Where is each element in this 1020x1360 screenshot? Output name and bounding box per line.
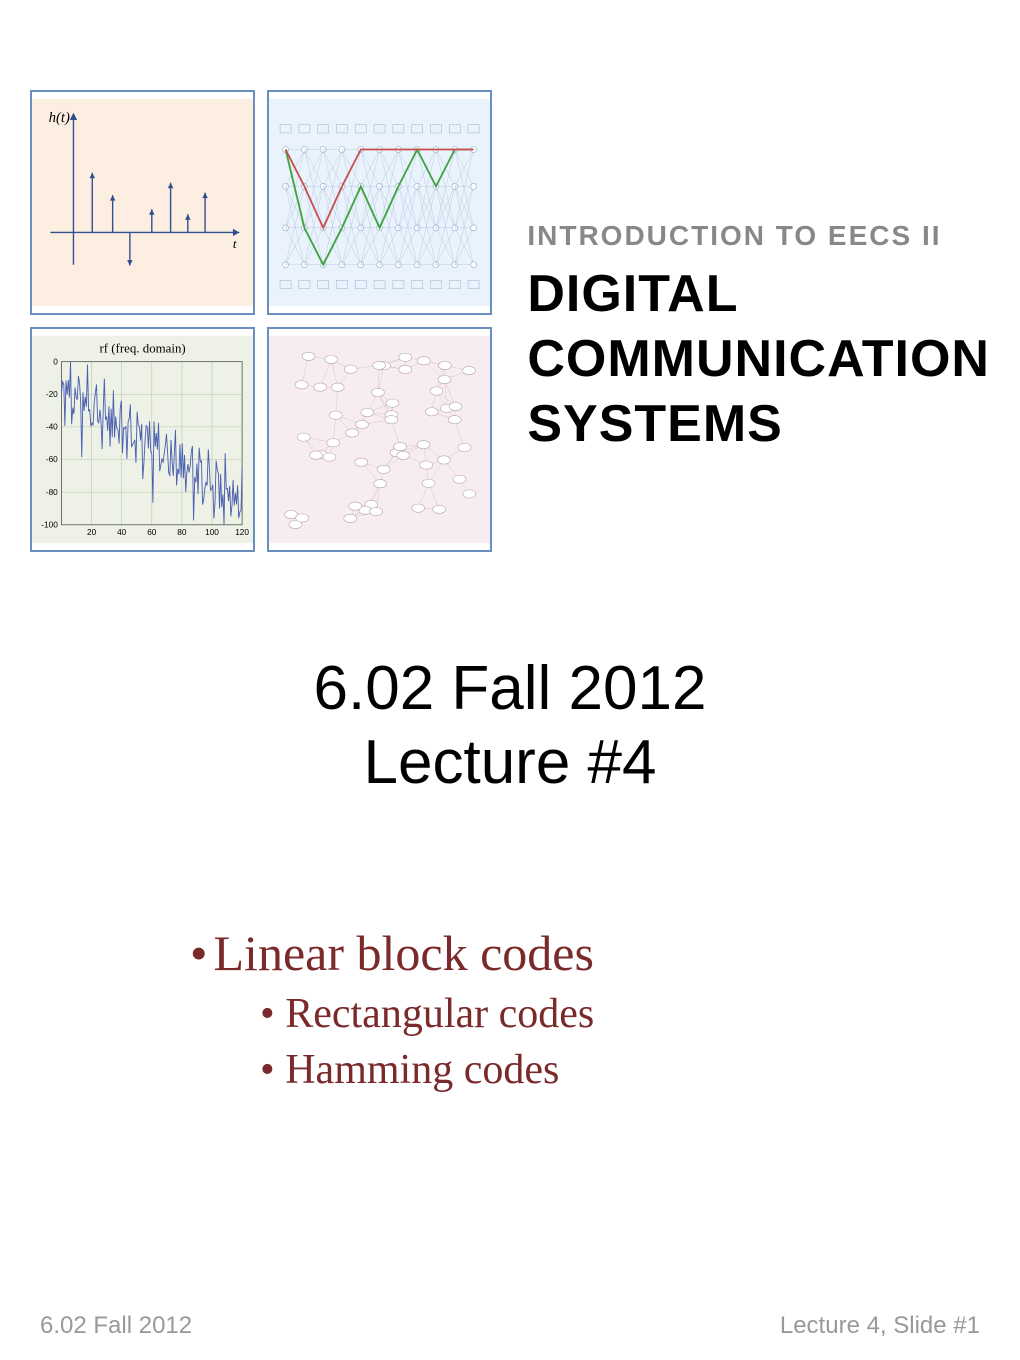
svg-text:120: 120: [235, 527, 249, 537]
svg-text:-40: -40: [46, 422, 58, 432]
thumb-impulse-response: h(t) t: [30, 90, 255, 315]
title-line-3: SYSTEMS: [527, 392, 990, 457]
title-line-1: DIGITAL: [527, 262, 990, 327]
network-plot: [269, 329, 490, 550]
svg-text:-20: -20: [46, 389, 58, 399]
thumb-freq-domain: rf (freq. domain) -100 -80 -60 -40 -20 0 20 40…: [30, 327, 255, 552]
svg-text:-100: -100: [41, 520, 58, 530]
ylabel: h(t): [49, 110, 70, 126]
svg-text:0: 0: [53, 356, 58, 366]
bullet-sub-2: Hamming codes: [260, 1042, 1020, 1099]
impulse-plot: h(t) t: [32, 92, 253, 313]
footer: 6.02 Fall 2012 Lecture 4, Slide #1: [0, 1312, 1020, 1340]
trellis-plot: [269, 92, 490, 313]
xlabel: t: [233, 237, 237, 251]
thumbnail-grid: h(t) t rf (freq. domain) -: [30, 90, 492, 552]
main-title: DIGITAL COMMUNICATION SYSTEMS: [527, 262, 990, 457]
svg-text:80: 80: [177, 527, 187, 537]
plot-title: rf (freq. domain): [99, 341, 185, 355]
footer-left: 6.02 Fall 2012: [40, 1312, 192, 1340]
svg-text:40: 40: [117, 527, 127, 537]
bullet-sub-1: Rectangular codes: [260, 986, 1020, 1043]
thumb-trellis: [267, 90, 492, 315]
freq-plot: rf (freq. domain) -100 -80 -60 -40 -20 0 20 40…: [32, 329, 253, 550]
intro-line: INTRODUCTION TO EECS II: [527, 220, 990, 252]
svg-text:-60: -60: [46, 454, 58, 464]
svg-text:60: 60: [147, 527, 157, 537]
course-code: 6.02 Fall 2012: [0, 652, 1020, 726]
footer-right: Lecture 4, Slide #1: [780, 1312, 980, 1340]
lecture-heading: 6.02 Fall 2012 Lecture #4: [0, 652, 1020, 801]
lecture-number: Lecture #4: [0, 726, 1020, 800]
svg-text:100: 100: [205, 527, 219, 537]
topic-list: Linear block codes Rectangular codes Ham…: [190, 921, 1020, 1099]
thumb-network: [267, 327, 492, 552]
top-section: h(t) t rf (freq. domain) -: [0, 0, 1020, 552]
svg-text:-80: -80: [46, 487, 58, 497]
svg-text:20: 20: [87, 527, 97, 537]
course-title-block: INTRODUCTION TO EECS II DIGITAL COMMUNIC…: [512, 90, 990, 552]
title-line-2: COMMUNICATION: [527, 327, 990, 392]
bullet-main: Linear block codes: [190, 921, 1020, 986]
